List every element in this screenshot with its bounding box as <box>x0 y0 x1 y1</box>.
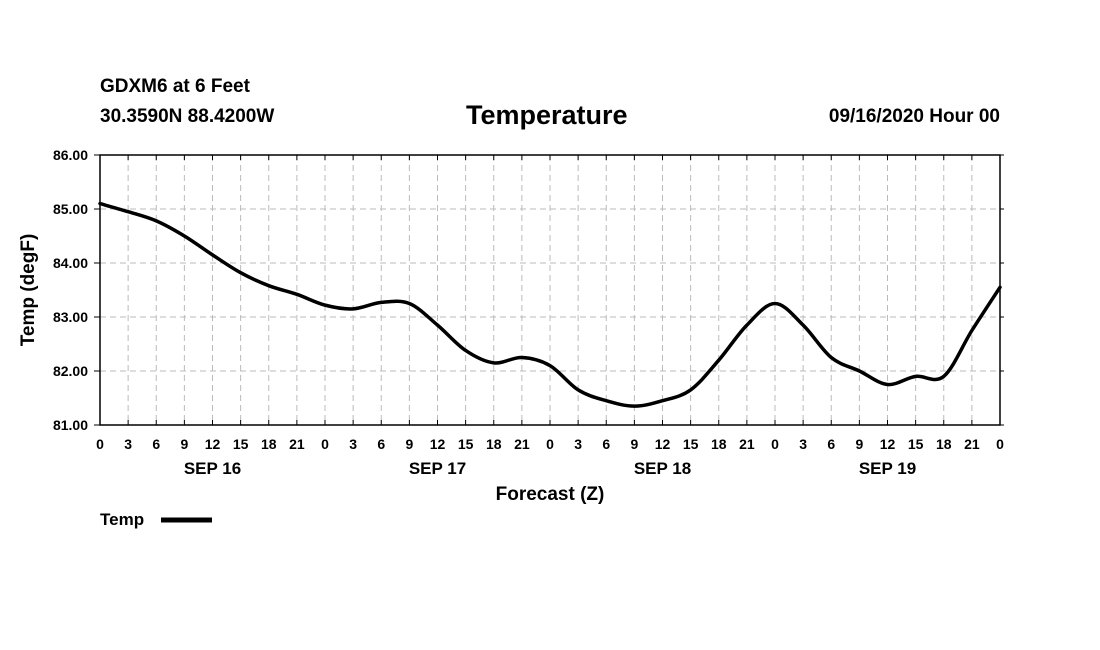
x-tick-label: 9 <box>180 436 188 452</box>
x-tick-label: 15 <box>458 436 474 452</box>
legend: Temp <box>100 510 212 529</box>
x-tick-label: 18 <box>261 436 277 452</box>
x-tick-label: 6 <box>377 436 385 452</box>
x-tick-label: 18 <box>711 436 727 452</box>
coordinates-label: 30.3590N 88.4200W <box>100 106 275 127</box>
x-tick-label: 18 <box>936 436 952 452</box>
x-tick-label: 9 <box>630 436 638 452</box>
x-tick-label: 6 <box>602 436 610 452</box>
y-axis-title: Temp (degF) <box>18 234 39 347</box>
y-tick-label: 86.00 <box>53 147 88 163</box>
x-tick-label: 3 <box>799 436 807 452</box>
forecast-issue-time: 09/16/2020 Hour 00 <box>828 106 1000 127</box>
x-tick-label: 0 <box>321 436 329 452</box>
day-label: SEP 18 <box>634 459 691 478</box>
x-tick-label: 0 <box>996 436 1004 452</box>
series-group <box>98 201 1002 408</box>
x-tick-label: 9 <box>855 436 863 452</box>
x-tick-label: 12 <box>205 436 221 452</box>
x-tick-label: 0 <box>546 436 554 452</box>
x-tick-label: 3 <box>574 436 582 452</box>
station-label: GDXM6 at 6 Feet <box>100 76 250 97</box>
x-axis-title: Forecast (Z) <box>496 484 605 505</box>
day-label: SEP 19 <box>859 459 916 478</box>
x-tick-label: 9 <box>405 436 413 452</box>
day-label: SEP 16 <box>184 459 241 478</box>
axis-ticks <box>94 154 1004 426</box>
x-tick-label: 12 <box>655 436 671 452</box>
x-tick-label: 12 <box>430 436 446 452</box>
x-tick-label: 12 <box>880 436 896 452</box>
x-tick-label: 21 <box>739 436 755 452</box>
legend-label: Temp <box>100 510 144 529</box>
x-tick-label: 3 <box>349 436 357 452</box>
x-tick-label: 6 <box>827 436 835 452</box>
y-tick-label: 85.00 <box>53 201 88 217</box>
x-tick-label: 6 <box>152 436 160 452</box>
chart-title: Temperature <box>466 100 628 130</box>
x-tick-label: 0 <box>96 436 104 452</box>
x-tick-label: 21 <box>514 436 530 452</box>
y-tick-label: 83.00 <box>53 309 88 325</box>
x-tick-label: 15 <box>908 436 924 452</box>
day-label: SEP 17 <box>409 459 466 478</box>
y-tick-label: 81.00 <box>53 417 88 433</box>
grid-lines <box>100 155 1000 425</box>
x-tick-label: 15 <box>233 436 249 452</box>
y-tick-label: 82.00 <box>53 363 88 379</box>
x-tick-label: 21 <box>289 436 305 452</box>
x-tick-label: 15 <box>683 436 699 452</box>
x-tick-label: 3 <box>124 436 132 452</box>
y-tick-label: 84.00 <box>53 255 88 271</box>
temp-series-line <box>98 201 1002 408</box>
tick-labels: 0 3 6 9 12 15 18 21 0 3 6 9 12 15 18 21 0 3 6 9 12 15 18 21 0 3 6 9… <box>53 147 1004 478</box>
x-tick-label: 21 <box>964 436 980 452</box>
x-tick-label: 18 <box>486 436 502 452</box>
x-tick-label: 0 <box>771 436 779 452</box>
